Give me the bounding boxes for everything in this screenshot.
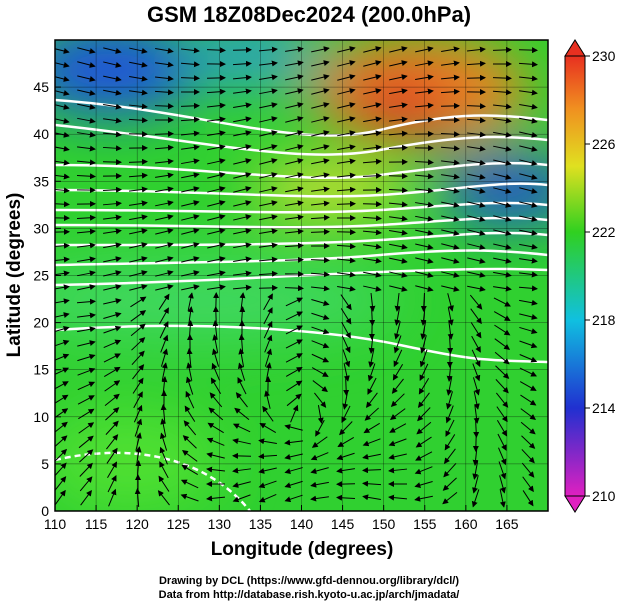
y-tick-label: 25 (33, 268, 49, 284)
streamline-arrow (285, 260, 303, 261)
colorbar-tick-label: 222 (592, 224, 616, 240)
credit: Drawing by DCL (https://www.gfd-dennou.o… (159, 575, 459, 587)
field (0, 25, 580, 511)
x-tick-label: 140 (290, 516, 314, 532)
y-tick-label: 45 (33, 79, 49, 95)
streamline-arrow (337, 484, 355, 485)
streamline-arrow (216, 307, 217, 325)
streamline-arrow (493, 50, 511, 51)
y-tick-label: 5 (41, 456, 49, 472)
y-tick-label: 20 (33, 315, 49, 331)
streamline-arrow (181, 106, 199, 107)
y-tick-label: 35 (33, 173, 49, 189)
x-axis-label: Longitude (degrees) (211, 539, 394, 560)
streamline-arrow (519, 50, 537, 51)
x-tick-label: 125 (167, 516, 191, 532)
y-tick-label: 0 (41, 503, 49, 519)
colorbar-tick-label: 226 (592, 136, 616, 152)
x-tick-label: 135 (249, 516, 273, 532)
streamline-arrow (363, 204, 381, 205)
credit: Data from http://database.rish.kyoto-u.a… (159, 589, 460, 601)
colorbar-tick-label: 218 (592, 312, 616, 328)
y-tick-label: 30 (33, 220, 49, 236)
y-tick-label: 10 (33, 409, 49, 425)
streamline-arrow (476, 433, 477, 451)
title: GSM 18Z08Dec2024 (200.0hPa) (147, 2, 471, 27)
colorbar-tick-label: 214 (592, 400, 616, 416)
colorbar-tick-label: 230 (592, 48, 616, 64)
streamline-arrow (311, 232, 329, 233)
x-tick-label: 155 (413, 516, 437, 532)
y-axis-label: Latitude (degrees) (4, 193, 25, 358)
x-tick-label: 160 (454, 516, 478, 532)
x-tick-label: 130 (208, 516, 232, 532)
x-tick-label: 120 (125, 516, 149, 532)
x-tick-label: 145 (331, 516, 355, 532)
colorbar-tick-label: 210 (592, 488, 616, 504)
colorbar-extend (565, 40, 585, 56)
y-tick-label: 15 (33, 362, 49, 378)
streamline-arrow (467, 78, 485, 79)
streamline-arrow (155, 106, 173, 107)
x-tick-label: 165 (495, 516, 519, 532)
colorbar-extend (565, 496, 585, 512)
x-tick-label: 150 (372, 516, 396, 532)
streamline-arrow (207, 78, 225, 79)
colorbar (565, 56, 585, 496)
x-tick-label: 115 (85, 516, 108, 532)
y-tick-label: 40 (33, 126, 49, 142)
streamline-arrow (337, 232, 355, 233)
